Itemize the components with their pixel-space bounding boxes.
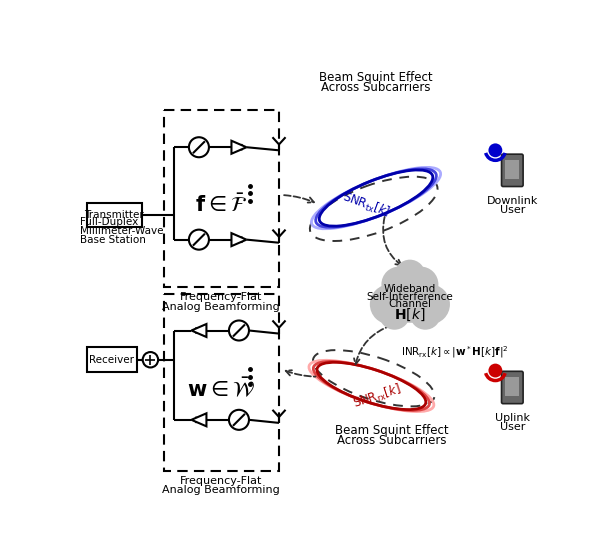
Circle shape	[410, 299, 441, 329]
Text: Downlink: Downlink	[487, 196, 538, 206]
Text: $\mathrm{INR}_{\mathrm{rx}}[k] \propto |\mathbf{w}^*\mathbf{H}[k]\mathbf{f}|^2$: $\mathrm{INR}_{\mathrm{rx}}[k] \propto |…	[401, 344, 508, 360]
Text: $\mathbf{f} \in \bar{\mathcal{F}}$: $\mathbf{f} \in \bar{\mathcal{F}}$	[195, 194, 247, 216]
Bar	[164, 294, 279, 470]
Polygon shape	[231, 233, 247, 246]
Text: $\mathbf{w} \in \bar{\mathcal{W}}$: $\mathbf{w} \in \bar{\mathcal{W}}$	[187, 376, 256, 400]
Circle shape	[410, 284, 450, 324]
Circle shape	[382, 268, 438, 323]
Text: Uplink: Uplink	[495, 413, 530, 423]
Text: Across Subcarriers: Across Subcarriers	[321, 82, 431, 95]
Circle shape	[229, 410, 249, 430]
Text: Beam Squint Effect: Beam Squint Effect	[335, 424, 448, 437]
Text: Frequency-Flat: Frequency-Flat	[180, 476, 262, 485]
Text: Millimeter-Wave: Millimeter-Wave	[81, 226, 164, 236]
Circle shape	[370, 284, 410, 324]
Bar	[505, 378, 519, 396]
Text: Transmitter: Transmitter	[84, 210, 144, 220]
Polygon shape	[191, 324, 207, 337]
Circle shape	[189, 230, 209, 250]
Polygon shape	[231, 141, 247, 154]
Text: User: User	[499, 422, 525, 432]
Polygon shape	[191, 413, 207, 426]
Text: Analog Beamforming: Analog Beamforming	[162, 485, 280, 495]
Text: $\mathrm{SNR}_{\mathrm{rx}}[k]$: $\mathrm{SNR}_{\mathrm{rx}}[k]$	[351, 381, 404, 412]
Text: Self-Interference: Self-Interference	[367, 292, 453, 302]
Bar	[87, 348, 136, 372]
Circle shape	[488, 144, 502, 157]
Text: Base Station: Base Station	[81, 235, 146, 246]
Circle shape	[143, 352, 158, 367]
Circle shape	[395, 260, 425, 290]
Text: Wideband: Wideband	[384, 284, 436, 294]
Text: $\mathbf{H}[k]$: $\mathbf{H}[k]$	[395, 307, 425, 323]
Circle shape	[229, 320, 249, 341]
Text: Across Subcarriers: Across Subcarriers	[337, 434, 446, 447]
Circle shape	[403, 266, 438, 302]
Bar	[164, 111, 279, 287]
Bar	[505, 160, 519, 179]
Text: Full-Duplex: Full-Duplex	[81, 217, 139, 227]
FancyBboxPatch shape	[502, 371, 523, 404]
Circle shape	[189, 137, 209, 157]
Circle shape	[381, 266, 417, 302]
Text: Channel: Channel	[388, 300, 431, 309]
Text: $\mathrm{SNR}_{\mathrm{tx}}[k]$: $\mathrm{SNR}_{\mathrm{tx}}[k]$	[340, 189, 392, 221]
Circle shape	[379, 299, 410, 329]
Text: User: User	[499, 205, 525, 215]
FancyBboxPatch shape	[502, 154, 523, 186]
Text: Frequency-Flat: Frequency-Flat	[180, 293, 262, 302]
Circle shape	[488, 364, 502, 378]
Text: Beam Squint Effect: Beam Squint Effect	[319, 72, 433, 84]
Text: Receiver: Receiver	[89, 355, 134, 365]
Text: Analog Beamforming: Analog Beamforming	[162, 302, 280, 312]
Bar	[87, 203, 142, 227]
